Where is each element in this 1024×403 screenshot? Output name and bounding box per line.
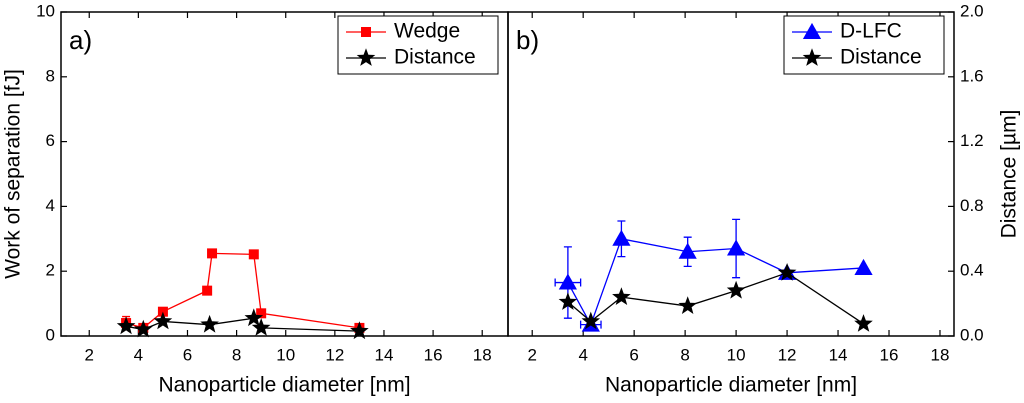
- marker: [350, 321, 369, 340]
- y-tick-label: 2: [46, 261, 55, 280]
- plot-frame: [507, 11, 955, 337]
- legend-box: [337, 15, 499, 75]
- x-tick-label: 14: [375, 345, 394, 364]
- y-tick-label: 8: [46, 66, 55, 85]
- x-tick-label: 8: [680, 345, 689, 364]
- y2-tick-label: 0.8: [960, 196, 984, 215]
- legend-label: Distance: [394, 46, 476, 69]
- x-tick-label: 8: [232, 345, 241, 364]
- marker: [802, 48, 822, 66]
- marker: [116, 316, 136, 335]
- marker: [244, 308, 264, 327]
- y2-axis-label: Distance [µm]: [998, 110, 1021, 239]
- panel-label: b): [516, 25, 539, 55]
- y-tick-label: 10: [36, 1, 55, 20]
- marker: [202, 285, 213, 296]
- y2-tick-label: 2.0: [960, 1, 984, 20]
- x-tick-label: 4: [578, 345, 587, 364]
- y2-tick-label: 1.2: [960, 131, 984, 150]
- x-tick-label: 12: [325, 345, 344, 364]
- series-line: [567, 272, 864, 325]
- y-axis-label: Work of separation [fJ]: [2, 69, 25, 279]
- x-tick-label: 12: [778, 345, 797, 364]
- marker: [207, 248, 218, 259]
- x-tick-label: 4: [134, 345, 143, 364]
- marker: [678, 296, 697, 314]
- x-tick-label: 16: [880, 345, 899, 364]
- marker: [612, 229, 631, 246]
- legend-label: Distance: [840, 46, 922, 69]
- x-tick-label: 2: [527, 345, 536, 364]
- marker: [777, 263, 797, 281]
- marker: [558, 292, 578, 310]
- x-tick-label: 6: [183, 345, 192, 364]
- y2-tick-label: 0.4: [960, 261, 984, 280]
- y2-tick-label: 0.0: [960, 325, 984, 344]
- x-tick-label: 10: [276, 345, 295, 364]
- marker: [802, 22, 822, 39]
- x-tick-label: 2: [85, 345, 94, 364]
- marker: [256, 308, 267, 319]
- x-tick-label: 16: [424, 345, 443, 364]
- marker: [726, 239, 746, 256]
- x-axis-label: Nanoparticle diameter [nm]: [605, 374, 857, 397]
- x-axis-label: Nanoparticle diameter [nm]: [158, 374, 410, 397]
- marker: [854, 314, 873, 332]
- y-tick-label: 4: [46, 196, 55, 215]
- x-tick-label: 18: [473, 345, 492, 364]
- x-tick-label: 10: [727, 345, 746, 364]
- marker: [558, 273, 577, 290]
- marker: [356, 48, 376, 66]
- marker: [854, 258, 873, 275]
- marker: [581, 311, 601, 330]
- y-tick-label: 0: [46, 325, 55, 344]
- marker: [200, 314, 219, 333]
- marker: [726, 280, 746, 299]
- marker: [134, 319, 153, 338]
- marker: [248, 249, 259, 260]
- x-tick-label: 6: [629, 345, 638, 364]
- marker: [251, 318, 271, 336]
- marker: [678, 242, 697, 259]
- marker: [153, 311, 173, 330]
- series-line: [567, 238, 864, 327]
- y2-tick-label: 1.6: [960, 66, 984, 85]
- legend-label: Wedge: [394, 20, 460, 43]
- x-tick-label: 18: [931, 345, 950, 364]
- y-tick-label: 6: [46, 131, 55, 150]
- marker: [361, 27, 371, 37]
- legend-label: D-LFC: [840, 20, 902, 43]
- x-tick-label: 14: [829, 345, 848, 364]
- panel-label: a): [69, 25, 92, 55]
- marker: [612, 287, 631, 305]
